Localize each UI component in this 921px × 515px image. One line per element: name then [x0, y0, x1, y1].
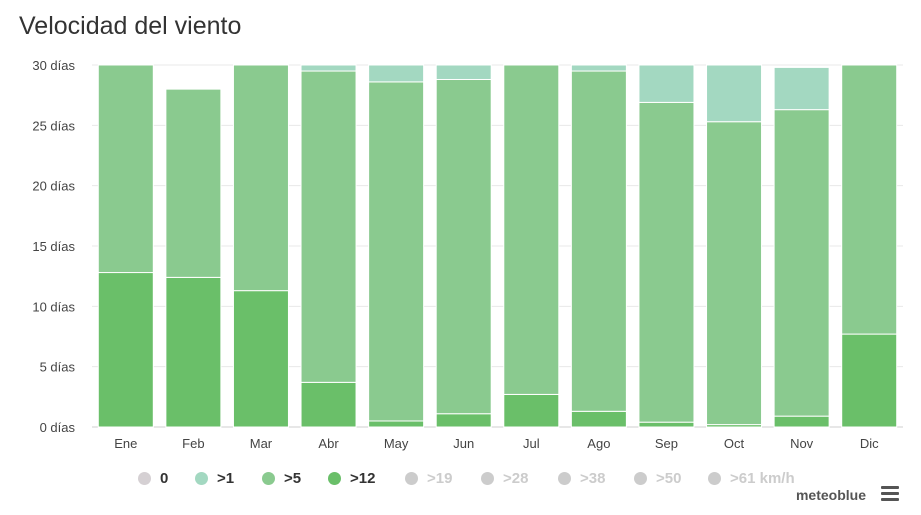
legend-label: >38: [580, 470, 606, 487]
bar-segment[interactable]: [841, 64, 898, 335]
legend-item[interactable]: >5: [262, 470, 301, 487]
legend: 0 >1 >5 >12 >19 >28 >38 >50 >61 km/h: [0, 470, 921, 492]
bar-segment[interactable]: [841, 333, 898, 428]
y-tick-label: 20 días: [32, 179, 75, 194]
legend-label: >1: [217, 470, 235, 487]
y-axis: 0 días 5 días 10 días 15 días 20 días 25 días…: [32, 58, 75, 435]
x-tick-label: Jul: [523, 436, 540, 451]
legend-label: >12: [350, 470, 376, 487]
legend-item[interactable]: >61 km/h: [708, 470, 795, 487]
legend-item[interactable]: >50: [634, 470, 681, 487]
x-tick-label: Ene: [114, 436, 137, 451]
bar-segment[interactable]: [570, 64, 627, 72]
bar-segment[interactable]: [503, 64, 560, 395]
bar-segment[interactable]: [165, 276, 222, 428]
bar-segment[interactable]: [570, 70, 627, 412]
bar-series: [97, 64, 898, 428]
bar-segment[interactable]: [638, 421, 695, 428]
bar-segment[interactable]: [368, 81, 425, 422]
bar-segment[interactable]: [368, 64, 425, 83]
bar-segment[interactable]: [638, 101, 695, 423]
legend-label: >50: [656, 470, 682, 487]
legend-swatch: [558, 472, 571, 485]
legend-label: >19: [427, 470, 453, 487]
bar-segment[interactable]: [638, 64, 695, 103]
y-tick-label: 0 días: [40, 420, 76, 435]
bar-segment[interactable]: [300, 381, 357, 428]
bar-segment[interactable]: [570, 410, 627, 428]
hamburger-menu-icon[interactable]: [881, 486, 899, 502]
x-tick-label: Sep: [655, 436, 678, 451]
bar-segment[interactable]: [232, 290, 289, 428]
legend-item[interactable]: >1: [195, 470, 234, 487]
bar-segment[interactable]: [97, 64, 154, 274]
legend-item[interactable]: >38: [558, 470, 605, 487]
legend-swatch: [138, 472, 151, 485]
x-tick-label: Dic: [860, 436, 879, 451]
x-tick-label: Feb: [182, 436, 204, 451]
bar-segment[interactable]: [435, 413, 492, 428]
bar-segment[interactable]: [97, 272, 154, 428]
x-tick-label: May: [384, 436, 409, 451]
x-axis: Ene Feb Mar Abr May Jun Jul Ago Sep Oct Nov Dic: [114, 436, 879, 451]
brand-logo[interactable]: meteoblue: [795, 487, 866, 503]
bar-segment[interactable]: [706, 64, 763, 123]
bar-segment[interactable]: [300, 64, 357, 72]
y-tick-label: 25 días: [32, 118, 75, 133]
legend-swatch: [405, 472, 418, 485]
bar-segment[interactable]: [232, 64, 289, 292]
x-tick-label: Jun: [453, 436, 474, 451]
legend-swatch: [262, 472, 275, 485]
legend-swatch: [708, 472, 721, 485]
legend-swatch: [328, 472, 341, 485]
legend-label: 0: [160, 470, 169, 487]
x-tick-label: Ago: [587, 436, 610, 451]
bar-segment[interactable]: [435, 64, 492, 80]
legend-item[interactable]: 0: [138, 470, 168, 487]
legend-swatch: [195, 472, 208, 485]
x-tick-label: Abr: [318, 436, 339, 451]
bar-segment[interactable]: [435, 78, 492, 415]
bar-segment[interactable]: [706, 121, 763, 426]
legend-swatch: [634, 472, 647, 485]
bar-segment[interactable]: [368, 420, 425, 428]
legend-item[interactable]: >28: [481, 470, 528, 487]
bar-segment[interactable]: [773, 66, 830, 111]
legend-label: >28: [503, 470, 529, 487]
legend-item[interactable]: >19: [405, 470, 452, 487]
legend-item[interactable]: >12: [328, 470, 375, 487]
legend-label: >61 km/h: [730, 470, 795, 487]
grid-lines: [92, 64, 903, 428]
x-tick-label: Oct: [724, 436, 745, 451]
wind-speed-chart: 0 días 5 días 10 días 15 días 20 días 25 días…: [32, 58, 903, 451]
y-tick-label: 10 días: [32, 299, 75, 314]
legend-label: >5: [284, 470, 302, 487]
y-tick-label: 5 días: [40, 360, 76, 375]
bar-segment[interactable]: [773, 415, 830, 428]
bar-segment[interactable]: [300, 70, 357, 383]
y-tick-label: 30 días: [32, 58, 75, 73]
chart-title: Velocidad del viento: [19, 12, 242, 40]
legend-swatch: [481, 472, 494, 485]
bar-segment[interactable]: [773, 109, 830, 417]
bar-segment[interactable]: [503, 393, 560, 428]
x-tick-label: Mar: [250, 436, 273, 451]
bar-segment[interactable]: [165, 88, 222, 278]
x-tick-label: Nov: [790, 436, 814, 451]
y-tick-label: 15 días: [32, 239, 75, 254]
